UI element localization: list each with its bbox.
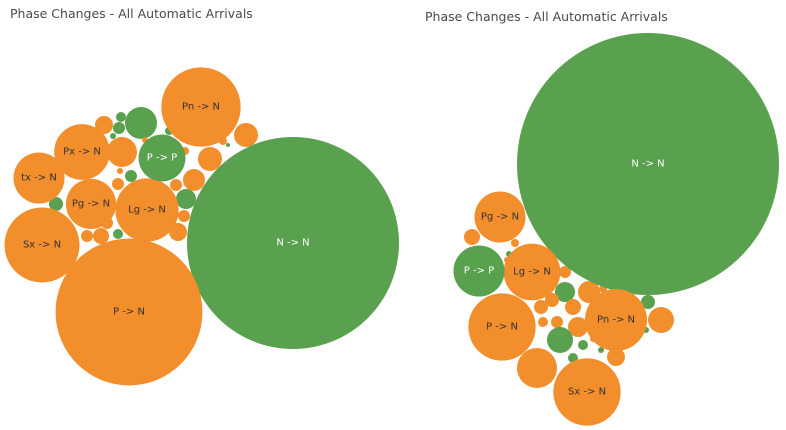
bubble-label: Pn -> N (182, 102, 220, 113)
bubble-circle[interactable] (55, 238, 203, 386)
minor-bubble[interactable] (578, 340, 588, 350)
minor-bubble[interactable] (113, 229, 123, 239)
bubble[interactable]: P -> N (468, 293, 536, 361)
minor-bubble[interactable] (81, 230, 93, 242)
minor-bubble[interactable] (568, 317, 588, 337)
minor-bubble[interactable] (226, 143, 230, 147)
minor-bubble[interactable] (517, 348, 557, 388)
bubble[interactable]: tx -> N (13, 152, 65, 204)
bubble-circle[interactable] (553, 358, 621, 426)
bubble[interactable]: Px -> N (54, 124, 110, 180)
bubble-label: P -> P (464, 266, 494, 277)
bubble-label: N -> N (276, 238, 309, 249)
minor-bubble[interactable] (578, 281, 600, 303)
bubble-circle[interactable] (503, 243, 561, 301)
bubble-label: Sx -> N (23, 240, 61, 251)
bubble[interactable]: Lg -> N (115, 178, 179, 242)
bubble-circle[interactable] (54, 124, 110, 180)
bubble-circle[interactable] (13, 152, 65, 204)
bubble-circle[interactable] (138, 134, 186, 182)
minor-bubble[interactable] (113, 122, 125, 134)
minor-bubble[interactable] (464, 229, 480, 245)
bubble[interactable]: Sx -> N (553, 358, 621, 426)
bubble-label: N -> N (631, 159, 664, 170)
minor-bubble[interactable] (110, 133, 116, 139)
minor-bubble[interactable] (112, 178, 124, 190)
bubble-circle[interactable] (453, 245, 505, 297)
minor-bubble[interactable] (116, 112, 126, 122)
minor-bubble[interactable] (607, 348, 625, 366)
chart-left: Phase Changes - All Automatic Arrivals N… (4, 6, 399, 386)
chart-title: Phase Changes - All Automatic Arrivals (425, 9, 668, 24)
minor-bubble[interactable] (125, 170, 137, 182)
bubble[interactable]: N -> N (187, 137, 399, 349)
bubble[interactable]: P -> P (138, 134, 186, 182)
bubble-label: Sx -> N (568, 387, 606, 398)
bubble-label: P -> P (147, 153, 177, 164)
bubble-label: Pn -> N (597, 315, 635, 326)
bubble[interactable]: N -> N (517, 33, 779, 295)
minor-bubble[interactable] (125, 107, 157, 139)
minor-bubble[interactable] (169, 223, 187, 241)
bubble[interactable]: P -> P (453, 245, 505, 297)
bubble-circle[interactable] (65, 178, 117, 230)
minor-bubble[interactable] (170, 179, 182, 191)
chart-title: Phase Changes - All Automatic Arrivals (10, 6, 253, 21)
bubble[interactable]: Pg -> N (474, 191, 526, 243)
minor-bubble[interactable] (93, 228, 109, 244)
minor-bubble[interactable] (183, 169, 205, 191)
minor-bubble[interactable] (534, 300, 548, 314)
minor-bubble[interactable] (551, 316, 563, 328)
bubble-label: Lg -> N (513, 267, 551, 278)
bubble[interactable]: Lg -> N (503, 243, 561, 301)
minor-bubble[interactable] (117, 168, 123, 174)
bubble-circle[interactable] (187, 137, 399, 349)
bubble-circle[interactable] (584, 288, 648, 352)
minor-bubble[interactable] (176, 189, 196, 209)
bubble-label: P -> N (113, 307, 145, 318)
minor-bubble[interactable] (641, 295, 655, 309)
minor-bubble[interactable] (49, 197, 63, 211)
bubble-label: Px -> N (63, 147, 101, 158)
bubble[interactable]: Pg -> N (65, 178, 117, 230)
minor-bubble[interactable] (648, 307, 674, 333)
bubble-label: P -> N (486, 322, 518, 333)
minor-bubble[interactable] (547, 327, 573, 353)
bubble[interactable]: P -> N (55, 238, 203, 386)
minor-bubble[interactable] (545, 293, 559, 307)
minor-bubble[interactable] (234, 123, 258, 147)
bubble[interactable]: Pn -> N (161, 67, 241, 147)
chart-right: Phase Changes - All Automatic Arrivals N… (415, 0, 786, 430)
bubble-chart-left: N -> N P -> N Pn -> N Sx -> N Lg -> N Px -> N… (4, 67, 399, 386)
minor-bubble[interactable] (198, 147, 222, 171)
bubble-label: tx -> N (21, 173, 57, 184)
minor-bubble[interactable] (511, 239, 519, 247)
bubble-circle[interactable] (468, 293, 536, 361)
bubble-label: Pg -> N (481, 212, 519, 223)
bubble-label: Pg -> N (72, 199, 110, 210)
minor-bubble[interactable] (107, 137, 137, 167)
bubble-circle[interactable] (4, 207, 80, 283)
minor-bubble[interactable] (559, 266, 571, 278)
minor-bubble[interactable] (538, 317, 548, 327)
bubble-circle[interactable] (474, 191, 526, 243)
minor-bubble[interactable] (565, 299, 581, 315)
minor-bubble[interactable] (555, 282, 575, 302)
minor-bubble[interactable] (598, 347, 604, 353)
bubble-label: Lg -> N (128, 205, 166, 216)
bubble-chart-right: N -> N P -> N Sx -> N Pn -> N Lg -> N Pg -> N… (453, 33, 779, 426)
minor-bubble[interactable] (95, 116, 113, 134)
bubble[interactable]: Sx -> N (4, 207, 80, 283)
bubble-circle[interactable] (161, 67, 241, 147)
minor-bubble[interactable] (178, 210, 190, 222)
bubble[interactable]: Pn -> N (584, 288, 648, 352)
bubble-circle[interactable] (115, 178, 179, 242)
bubble-circle[interactable] (517, 33, 779, 295)
